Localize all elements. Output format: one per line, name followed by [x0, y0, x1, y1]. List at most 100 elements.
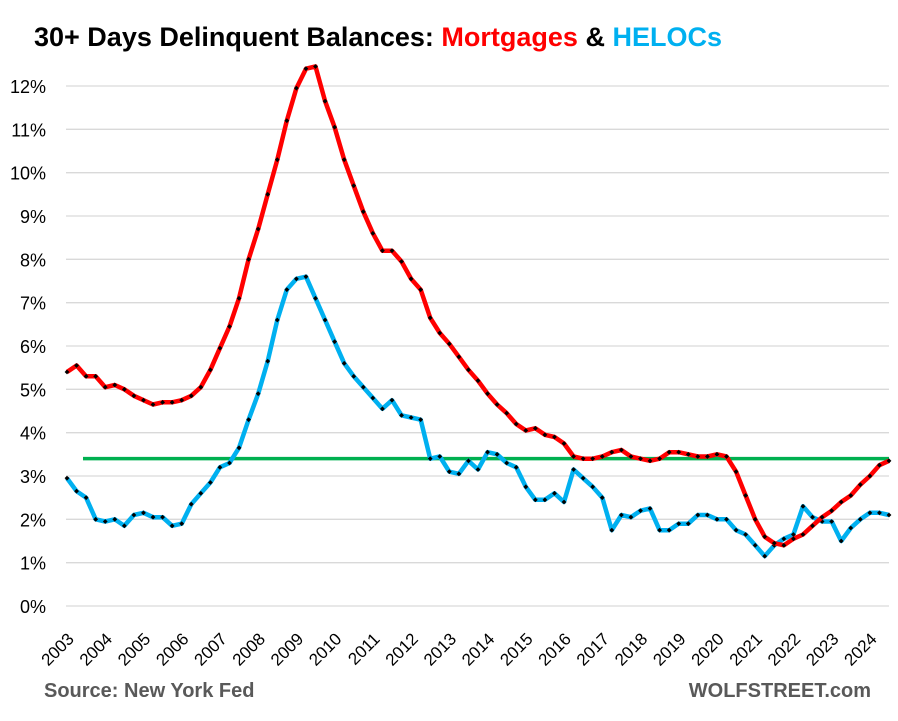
x-tick-label: 2009 [267, 629, 307, 669]
data-point [456, 471, 462, 477]
data-point [819, 514, 825, 520]
data-point [647, 458, 653, 464]
data-point [303, 66, 309, 72]
title-mortgages: Mortgages [441, 22, 578, 52]
data-point [867, 473, 873, 479]
x-tick-label: 2007 [191, 629, 231, 669]
series-line-mortgages [65, 64, 890, 548]
x-tick-label: 2023 [802, 629, 842, 669]
y-tick-label: 3% [20, 467, 46, 487]
data-point [198, 384, 204, 390]
data-point [399, 412, 404, 418]
data-point [169, 523, 175, 529]
x-tick-label: 2014 [458, 629, 498, 669]
data-point [513, 421, 519, 427]
data-point [265, 191, 271, 197]
data-point [800, 532, 806, 537]
data-point [102, 384, 108, 390]
data-point [561, 499, 567, 505]
data-point [370, 395, 376, 401]
series-line-helocs [65, 274, 890, 559]
data-point [370, 230, 376, 236]
data-point [657, 527, 663, 533]
data-point [762, 553, 768, 559]
title-joiner: & [577, 22, 613, 52]
data-point [322, 98, 328, 104]
data-point [313, 64, 318, 69]
data-point [437, 330, 443, 336]
data-point [74, 488, 79, 494]
x-tick-label: 2013 [420, 629, 460, 669]
title-helocs: HELOCs [612, 22, 722, 52]
data-point [561, 441, 567, 446]
data-point [590, 484, 596, 490]
y-tick-label: 8% [20, 250, 46, 270]
data-point [685, 451, 691, 457]
x-tick-label: 2020 [688, 629, 728, 669]
data-point [466, 458, 471, 464]
data-point [724, 516, 729, 522]
data-point [848, 525, 854, 531]
data-point [542, 432, 548, 438]
data-point [246, 417, 252, 423]
data-point [647, 506, 653, 511]
y-tick-label: 4% [20, 424, 46, 444]
x-tick-label: 2015 [496, 629, 536, 669]
data-point [695, 454, 701, 459]
data-point [771, 540, 777, 546]
data-point [466, 367, 471, 373]
data-point [800, 503, 806, 509]
data-point [714, 516, 720, 522]
data-point [886, 512, 892, 518]
x-tick-label: 2017 [573, 629, 613, 669]
x-tick-label: 2004 [76, 629, 116, 669]
x-tick-label: 2011 [344, 629, 383, 668]
data-point [838, 499, 844, 505]
data-point [571, 467, 576, 472]
data-point [437, 454, 443, 459]
y-tick-label: 0% [20, 597, 46, 617]
x-tick-label: 2022 [764, 629, 804, 669]
data-point [188, 501, 194, 507]
data-point [666, 527, 672, 533]
chart-title: 30+ Days Delinquent Balances: Mortgages … [34, 22, 722, 53]
data-point [399, 259, 404, 264]
data-point [752, 516, 758, 522]
data-point [743, 493, 749, 498]
data-point [284, 118, 290, 124]
data-point [714, 451, 720, 457]
data-point [141, 397, 146, 403]
title-prefix: 30+ Days Delinquent Balances: [34, 22, 442, 52]
x-tick-label: 2010 [305, 629, 345, 669]
data-point [121, 386, 127, 392]
x-tick-label: 2021 [726, 629, 766, 669]
data-point [131, 393, 137, 399]
data-point [628, 454, 634, 459]
data-point [83, 495, 89, 501]
source-note: Source: New York Fed [44, 680, 255, 702]
y-tick-label: 6% [20, 337, 46, 357]
x-tick-label: 2012 [382, 629, 422, 669]
y-tick-label: 2% [20, 510, 46, 530]
data-point [179, 397, 185, 403]
data-point [313, 295, 318, 301]
data-point [380, 406, 385, 412]
y-tick-label: 10% [10, 164, 46, 184]
x-tick-label: 2018 [611, 629, 651, 669]
data-point [685, 521, 691, 527]
data-point [791, 536, 796, 542]
data-point [695, 512, 701, 518]
y-tick-label: 12% [10, 77, 46, 97]
data-point [848, 493, 854, 498]
x-tick-label: 2005 [114, 629, 154, 669]
data-point [857, 516, 863, 522]
data-point [274, 317, 280, 323]
y-tick-label: 1% [20, 554, 46, 574]
data-point [704, 512, 710, 518]
x-tick-label: 2006 [152, 629, 192, 669]
data-point [523, 484, 529, 490]
data-point [121, 523, 127, 529]
data-point [743, 532, 749, 537]
data-point [752, 542, 758, 548]
data-point [676, 521, 682, 527]
